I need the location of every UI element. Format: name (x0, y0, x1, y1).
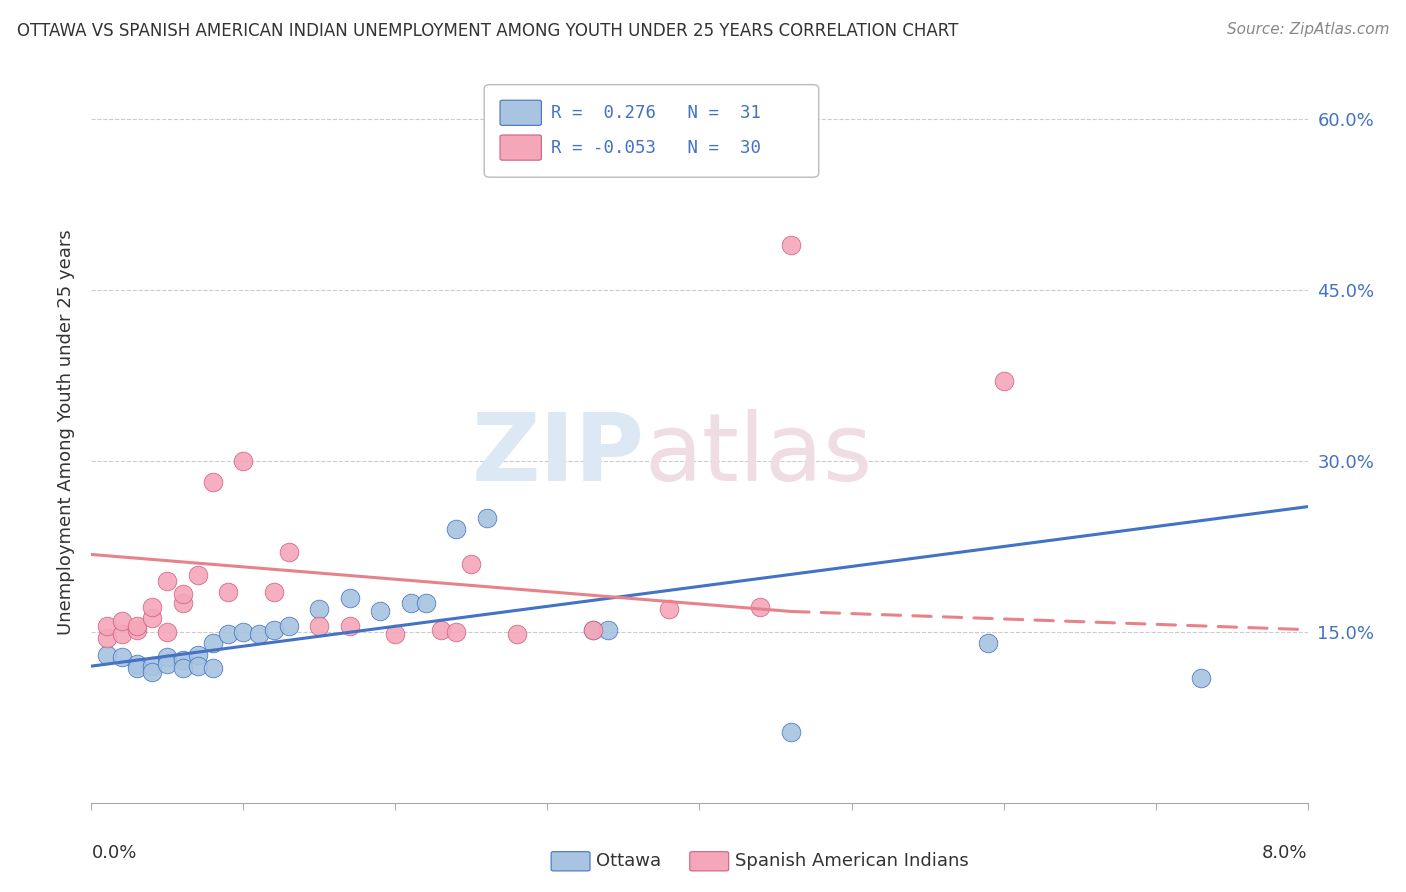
Point (187, 659, 209, 673)
Point (779, 237, 801, 252)
Point (125, 657, 148, 671)
Point (993, 375, 1015, 389)
Point (96, 631, 118, 645)
Text: OTTAWA VS SPANISH AMERICAN INDIAN UNEMPLOYMENT AMONG YOUTH UNDER 25 YEARS CORREL: OTTAWA VS SPANISH AMERICAN INDIAN UNEMPL… (17, 22, 959, 40)
Text: Ottawa: Ottawa (596, 852, 661, 870)
Point (125, 661, 148, 675)
Point (977, 636, 1000, 650)
Point (598, 623, 620, 637)
Point (444, 624, 467, 639)
Point (172, 653, 194, 667)
Text: 8.0%: 8.0% (1263, 844, 1308, 862)
Point (247, 627, 270, 641)
Point (506, 627, 529, 641)
Point (141, 659, 163, 673)
Point (749, 599, 772, 614)
Point (278, 545, 301, 559)
Point (202, 661, 225, 675)
Point (779, 725, 801, 739)
Point (460, 557, 482, 571)
Point (308, 619, 330, 633)
Point (339, 619, 361, 633)
Point (582, 623, 605, 637)
Point (156, 657, 179, 671)
Point (339, 591, 361, 605)
Point (217, 585, 239, 599)
Y-axis label: Unemployment Among Youth under 25 years: Unemployment Among Youth under 25 years (56, 230, 75, 635)
Text: atlas: atlas (645, 409, 873, 500)
Point (1189, 671, 1212, 685)
Point (111, 650, 134, 665)
Point (172, 661, 194, 675)
Point (187, 648, 209, 662)
Point (415, 597, 437, 611)
Point (263, 585, 285, 599)
Point (96, 648, 118, 662)
Point (172, 597, 194, 611)
Point (475, 511, 498, 525)
Point (187, 568, 209, 582)
Point (141, 599, 163, 614)
Point (278, 619, 301, 633)
Point (111, 614, 134, 628)
Text: R = -0.053   N =  30: R = -0.053 N = 30 (551, 138, 761, 157)
Point (232, 454, 254, 468)
FancyBboxPatch shape (690, 852, 728, 871)
Point (444, 523, 467, 537)
Point (141, 665, 163, 679)
Point (308, 602, 330, 616)
Text: Spanish American Indians: Spanish American Indians (735, 852, 969, 870)
Point (582, 623, 605, 637)
FancyBboxPatch shape (501, 135, 541, 161)
Text: 0.0%: 0.0% (91, 844, 136, 862)
Point (217, 627, 239, 641)
FancyBboxPatch shape (551, 852, 591, 871)
Point (263, 623, 285, 637)
FancyBboxPatch shape (501, 100, 541, 126)
Point (125, 623, 148, 637)
Point (141, 611, 163, 625)
Point (202, 475, 225, 489)
Point (156, 624, 179, 639)
Point (111, 627, 134, 641)
Point (156, 574, 179, 588)
Point (658, 602, 681, 616)
FancyBboxPatch shape (484, 85, 818, 178)
Point (399, 597, 422, 611)
Point (368, 604, 391, 618)
Point (202, 636, 225, 650)
Point (125, 619, 148, 633)
Point (430, 623, 453, 637)
Text: ZIP: ZIP (472, 409, 645, 500)
Point (384, 627, 406, 641)
Point (172, 587, 194, 601)
Point (156, 650, 179, 665)
Text: R =  0.276   N =  31: R = 0.276 N = 31 (551, 103, 761, 122)
Point (96, 619, 118, 633)
Text: Source: ZipAtlas.com: Source: ZipAtlas.com (1226, 22, 1389, 37)
Point (232, 624, 254, 639)
